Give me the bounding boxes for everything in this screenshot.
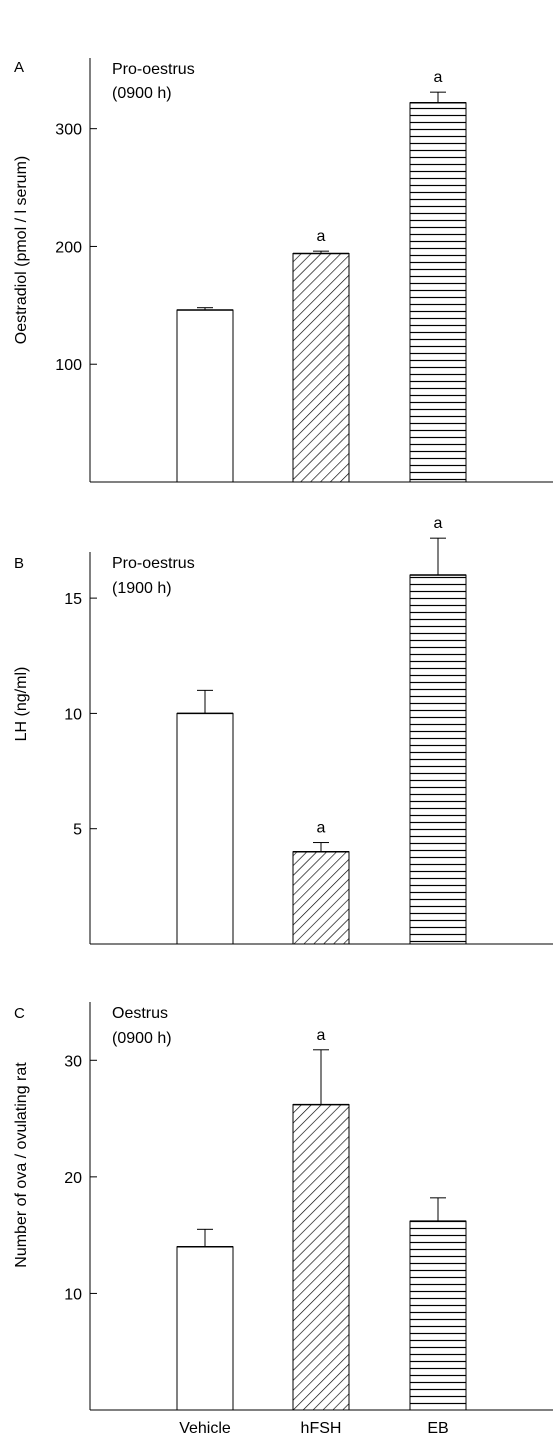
bar xyxy=(292,1104,350,1411)
significance-label: a xyxy=(317,228,326,245)
panel-letter: A xyxy=(14,59,24,76)
category-label: EB xyxy=(427,1420,448,1437)
panel-c: C Oestrus (0900 h) Number of ova / ovula… xyxy=(13,1002,553,1411)
bar xyxy=(409,574,467,945)
panel-annotation-line-2: (1900 h) xyxy=(112,580,172,597)
plot-area-a: 100 200 300 a a xyxy=(55,58,553,483)
panel-annotation-line-1: Pro-oestrus xyxy=(112,61,195,78)
bar xyxy=(409,1220,467,1411)
y-tick-label: 20 xyxy=(64,1170,82,1187)
y-tick-label: 30 xyxy=(64,1053,82,1070)
bar xyxy=(292,253,350,483)
significance-label: a xyxy=(317,820,326,837)
x-axis-category-labels: Vehicle hFSH EB xyxy=(179,1420,448,1437)
significance-label: a xyxy=(434,69,443,86)
significance-label: a xyxy=(317,1027,326,1044)
category-label: hFSH xyxy=(301,1420,342,1437)
y-tick-label: 5 xyxy=(73,822,82,839)
panel-b: B Pro-oestrus (1900 h) LH (ng/ml) 5 10 15 a… xyxy=(13,515,553,945)
y-axis-label: Oestradiol (pmol / l serum) xyxy=(13,156,30,345)
y-tick-label: 15 xyxy=(64,591,82,608)
panel-letter: C xyxy=(14,1005,25,1022)
y-tick-label: 10 xyxy=(64,706,82,723)
panel-annotation-line-1: Oestrus xyxy=(112,1005,168,1022)
panel-letter: B xyxy=(14,555,24,572)
bar xyxy=(409,102,467,483)
y-tick-label: 100 xyxy=(55,357,82,374)
bar xyxy=(176,309,234,483)
panel-annotation-line-2: (0900 h) xyxy=(112,1030,172,1047)
y-axis-label: Number of ova / ovulating rat xyxy=(13,1062,30,1268)
panel-a: A Pro-oestrus (0900 h) Oestradiol (pmol … xyxy=(13,58,553,483)
plot-area-c: 10 20 30 a xyxy=(64,1002,553,1411)
y-tick-label: 300 xyxy=(55,122,82,139)
significance-label: a xyxy=(434,515,443,532)
bar xyxy=(292,851,350,945)
y-tick-label: 10 xyxy=(64,1286,82,1303)
category-label: Vehicle xyxy=(179,1420,231,1437)
bar xyxy=(176,1246,234,1411)
panel-annotation-line-1: Pro-oestrus xyxy=(112,555,195,572)
y-axis-label: LH (ng/ml) xyxy=(13,667,30,742)
plot-area-b: 5 10 15 a a xyxy=(64,515,553,945)
panel-annotation-line-2: (0900 h) xyxy=(112,85,172,102)
bar xyxy=(176,712,234,945)
y-tick-label: 200 xyxy=(55,239,82,256)
